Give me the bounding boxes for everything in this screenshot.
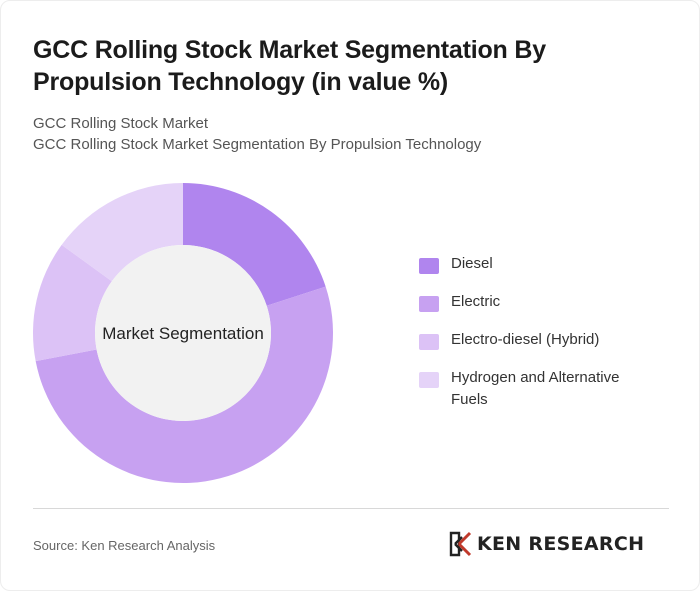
legend-item: Electro-diesel (Hybrid) (419, 329, 659, 351)
legend-swatch (419, 296, 439, 312)
legend-label: Hydrogen and Alternative Fuels (451, 369, 620, 408)
chart-title: GCC Rolling Stock Market Segmentation By… (33, 36, 546, 96)
chart-subtitle-market: GCC Rolling Stock Market (33, 115, 209, 132)
slice-electric (35, 286, 333, 483)
legend-label: Electro-diesel (Hybrid) (451, 331, 600, 348)
chart-legend: Diesel Electric Electro-diesel (Hybrid) Hyd… (419, 253, 659, 411)
slice-diesel (183, 183, 326, 306)
donut-center (95, 245, 271, 421)
legend-item: Diesel (419, 253, 659, 275)
ken-research-logo: KEN RESEARCH (449, 531, 644, 557)
legend-item: Electric (419, 291, 659, 313)
ken-research-logo-icon (449, 531, 472, 557)
legend-swatch (419, 372, 439, 388)
chart-subtitle-segmentation: GCC Rolling Stock Market Segmentation By… (33, 136, 482, 153)
legend-swatch (419, 334, 439, 350)
legend-item: Hydrogen and Alternative Fuels (419, 367, 659, 411)
footer-divider (33, 508, 669, 509)
legend-swatch (419, 258, 439, 274)
slice-electro-diesel-hybrid (33, 244, 112, 362)
donut-chart: Market Segmentation (33, 183, 333, 483)
source-note: Source: Ken Research Analysis (33, 538, 216, 553)
legend-label: Diesel (451, 255, 493, 272)
slice-hydrogen-and-alternative-fuels (61, 183, 184, 282)
ken-research-logo-text: KEN RESEARCH (477, 533, 645, 555)
legend-label: Electric (451, 293, 501, 310)
donut-center-label: Market Segmentation (102, 324, 264, 343)
